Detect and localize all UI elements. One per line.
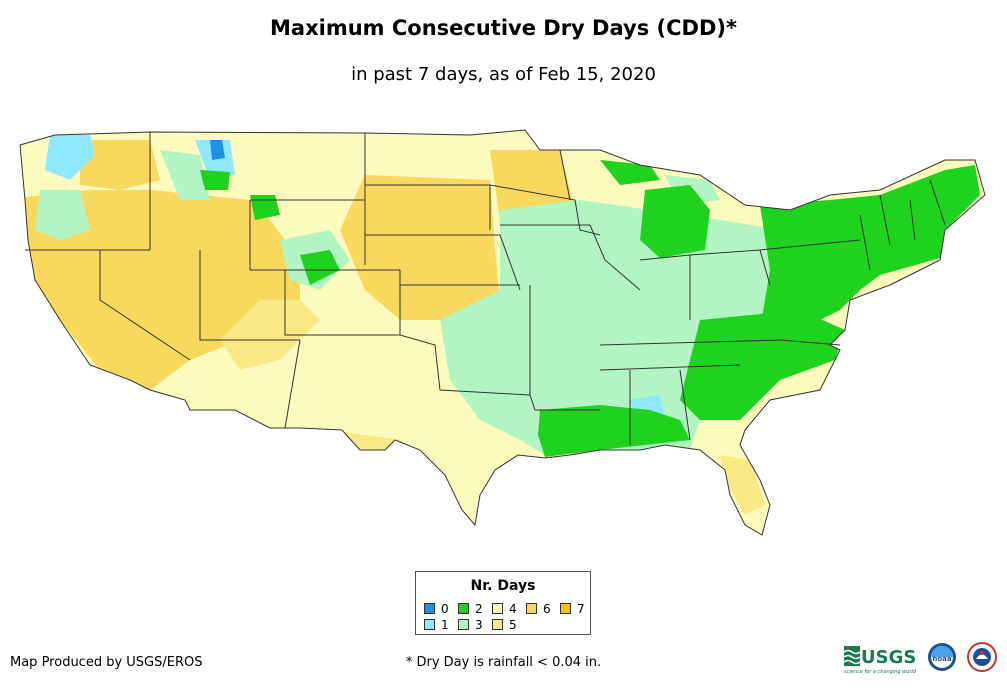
legend-title: Nr. Days — [470, 578, 536, 594]
us-dry-days-map — [19, 129, 986, 536]
nws-logo-icon — [967, 642, 997, 672]
usgs-logo: USGS science for a changing world — [843, 646, 917, 675]
legend-label-5: 5 — [509, 618, 517, 632]
legend-label-6: 6 — [543, 602, 551, 616]
noaa-wordmark: noaa — [932, 655, 952, 663]
legend-swatch-7 — [560, 603, 571, 614]
legend-label-3: 3 — [475, 618, 483, 632]
legend-label-2: 2 — [475, 602, 483, 616]
legend-label-4: 4 — [509, 602, 517, 616]
legend-swatch-0 — [424, 603, 435, 614]
legend-label-0: 0 — [441, 602, 449, 616]
map-subtitle: in past 7 days, as of Feb 15, 2020 — [351, 64, 656, 85]
legend-label-1: 1 — [441, 618, 449, 632]
legend-swatch-2 — [458, 603, 469, 614]
legend-swatch-1 — [424, 619, 435, 630]
legend-swatch-6 — [526, 603, 537, 614]
map-title: Maximum Consecutive Dry Days (CDD)* — [270, 16, 737, 40]
legend-swatch-5 — [492, 619, 503, 630]
usgs-tagline: science for a changing world — [844, 669, 917, 675]
credit-text: Map Produced by USGS/EROS — [10, 655, 203, 670]
legend-label-7: 7 — [577, 602, 585, 616]
dry-days-fill — [20, 130, 985, 535]
noaa-logo: noaa — [928, 643, 956, 671]
agency-logos: USGS science for a changing world noaa — [843, 642, 997, 675]
usgs-wordmark: USGS — [861, 647, 916, 668]
legend-swatch-4 — [492, 603, 503, 614]
legend: Nr. Days 0 1 2 3 4 5 6 7 — [415, 571, 591, 635]
state-boundaries — [19, 129, 986, 536]
legend-swatch-3 — [458, 619, 469, 630]
footnote-text: * Dry Day is rainfall < 0.04 in. — [405, 655, 602, 670]
